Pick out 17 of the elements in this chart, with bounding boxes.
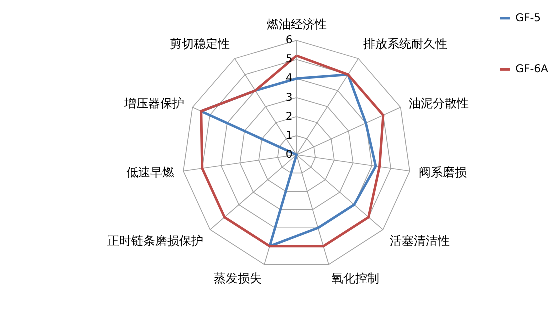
y-tick-label: 2 (286, 110, 293, 123)
spoke-label: 蒸发损失 (214, 271, 262, 286)
y-tick-label: 3 (286, 90, 293, 104)
spoke-label: 正时链条磨损保护 (107, 234, 204, 248)
spoke-label: 低速早燃 (126, 166, 174, 180)
spoke-label: 燃油经济性 (266, 18, 327, 32)
spoke-label: 油泥分散性 (409, 96, 470, 111)
spoke-label: 排放系统耐久性 (364, 37, 448, 52)
y-tick-label: 1 (286, 128, 293, 142)
y-tick-label: 6 (286, 34, 293, 47)
spoke-label: 增压器保护 (123, 96, 184, 111)
spoke-label: 剪切稳定性 (170, 37, 230, 52)
spoke-label: 阀系磨损 (419, 166, 468, 180)
spoke-label: 活塞清洁性 (390, 234, 450, 248)
legend-label: GF-5 (516, 11, 542, 24)
legend-label: GF-6A (516, 62, 550, 76)
spoke-label: 氧化控制 (332, 271, 380, 286)
